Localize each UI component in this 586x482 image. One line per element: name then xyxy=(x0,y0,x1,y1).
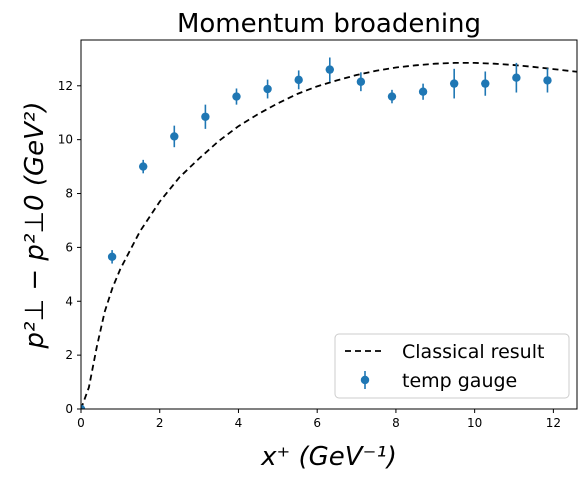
plot-clipped-group xyxy=(81,57,577,409)
y-tick-label: 10 xyxy=(58,133,73,147)
axes-frame xyxy=(80,39,578,410)
x-tick-label: 6 xyxy=(313,416,321,430)
data-point xyxy=(481,79,490,88)
y-tick-label: 2 xyxy=(65,348,73,362)
data-point xyxy=(512,73,521,82)
y-tick-label: 8 xyxy=(65,187,73,201)
y-tick-label: 4 xyxy=(65,294,73,308)
x-tick-label: 2 xyxy=(156,416,164,430)
y-tick-label: 6 xyxy=(65,240,73,254)
data-point xyxy=(418,87,428,96)
plot-area xyxy=(81,57,577,409)
data-point xyxy=(107,252,117,262)
y-axis-label: p²⊥ − p²⊥0 (GeV²) xyxy=(20,102,50,350)
data-point xyxy=(201,112,210,121)
data-point xyxy=(263,84,272,94)
legend-label-temp-gauge: temp gauge xyxy=(402,370,517,392)
legend-label-classical: Classical result xyxy=(402,341,544,363)
x-tick-label: 8 xyxy=(392,416,400,430)
x-tick-label: 0 xyxy=(77,416,85,430)
data-point xyxy=(170,132,179,141)
data-point xyxy=(356,77,366,86)
axes: 0 2 4 6 8 10 12 0 2 4 6 8 10 12 xyxy=(58,39,578,430)
data-point xyxy=(294,75,303,85)
classical-result-line xyxy=(81,61,577,409)
x-tick-label: 12 xyxy=(546,416,561,430)
y-tick-label: 12 xyxy=(58,79,73,93)
data-point xyxy=(232,92,241,101)
chart-title: Momentum broadening xyxy=(177,9,481,39)
data-point xyxy=(138,162,148,171)
legend-marker-swatch xyxy=(360,375,370,385)
data-point xyxy=(387,92,397,101)
legend-box xyxy=(334,333,570,399)
legend: Classical result temp gauge xyxy=(334,333,570,399)
data-point xyxy=(81,404,86,409)
data-point xyxy=(449,79,459,88)
x-tick-label: 10 xyxy=(467,416,482,430)
x-tick-label: 4 xyxy=(235,416,243,430)
data-point xyxy=(325,65,334,74)
y-tick-label: 0 xyxy=(65,402,73,416)
x-axis-label: x⁺ (GeV⁻¹) xyxy=(260,442,397,472)
data-point xyxy=(543,76,552,85)
